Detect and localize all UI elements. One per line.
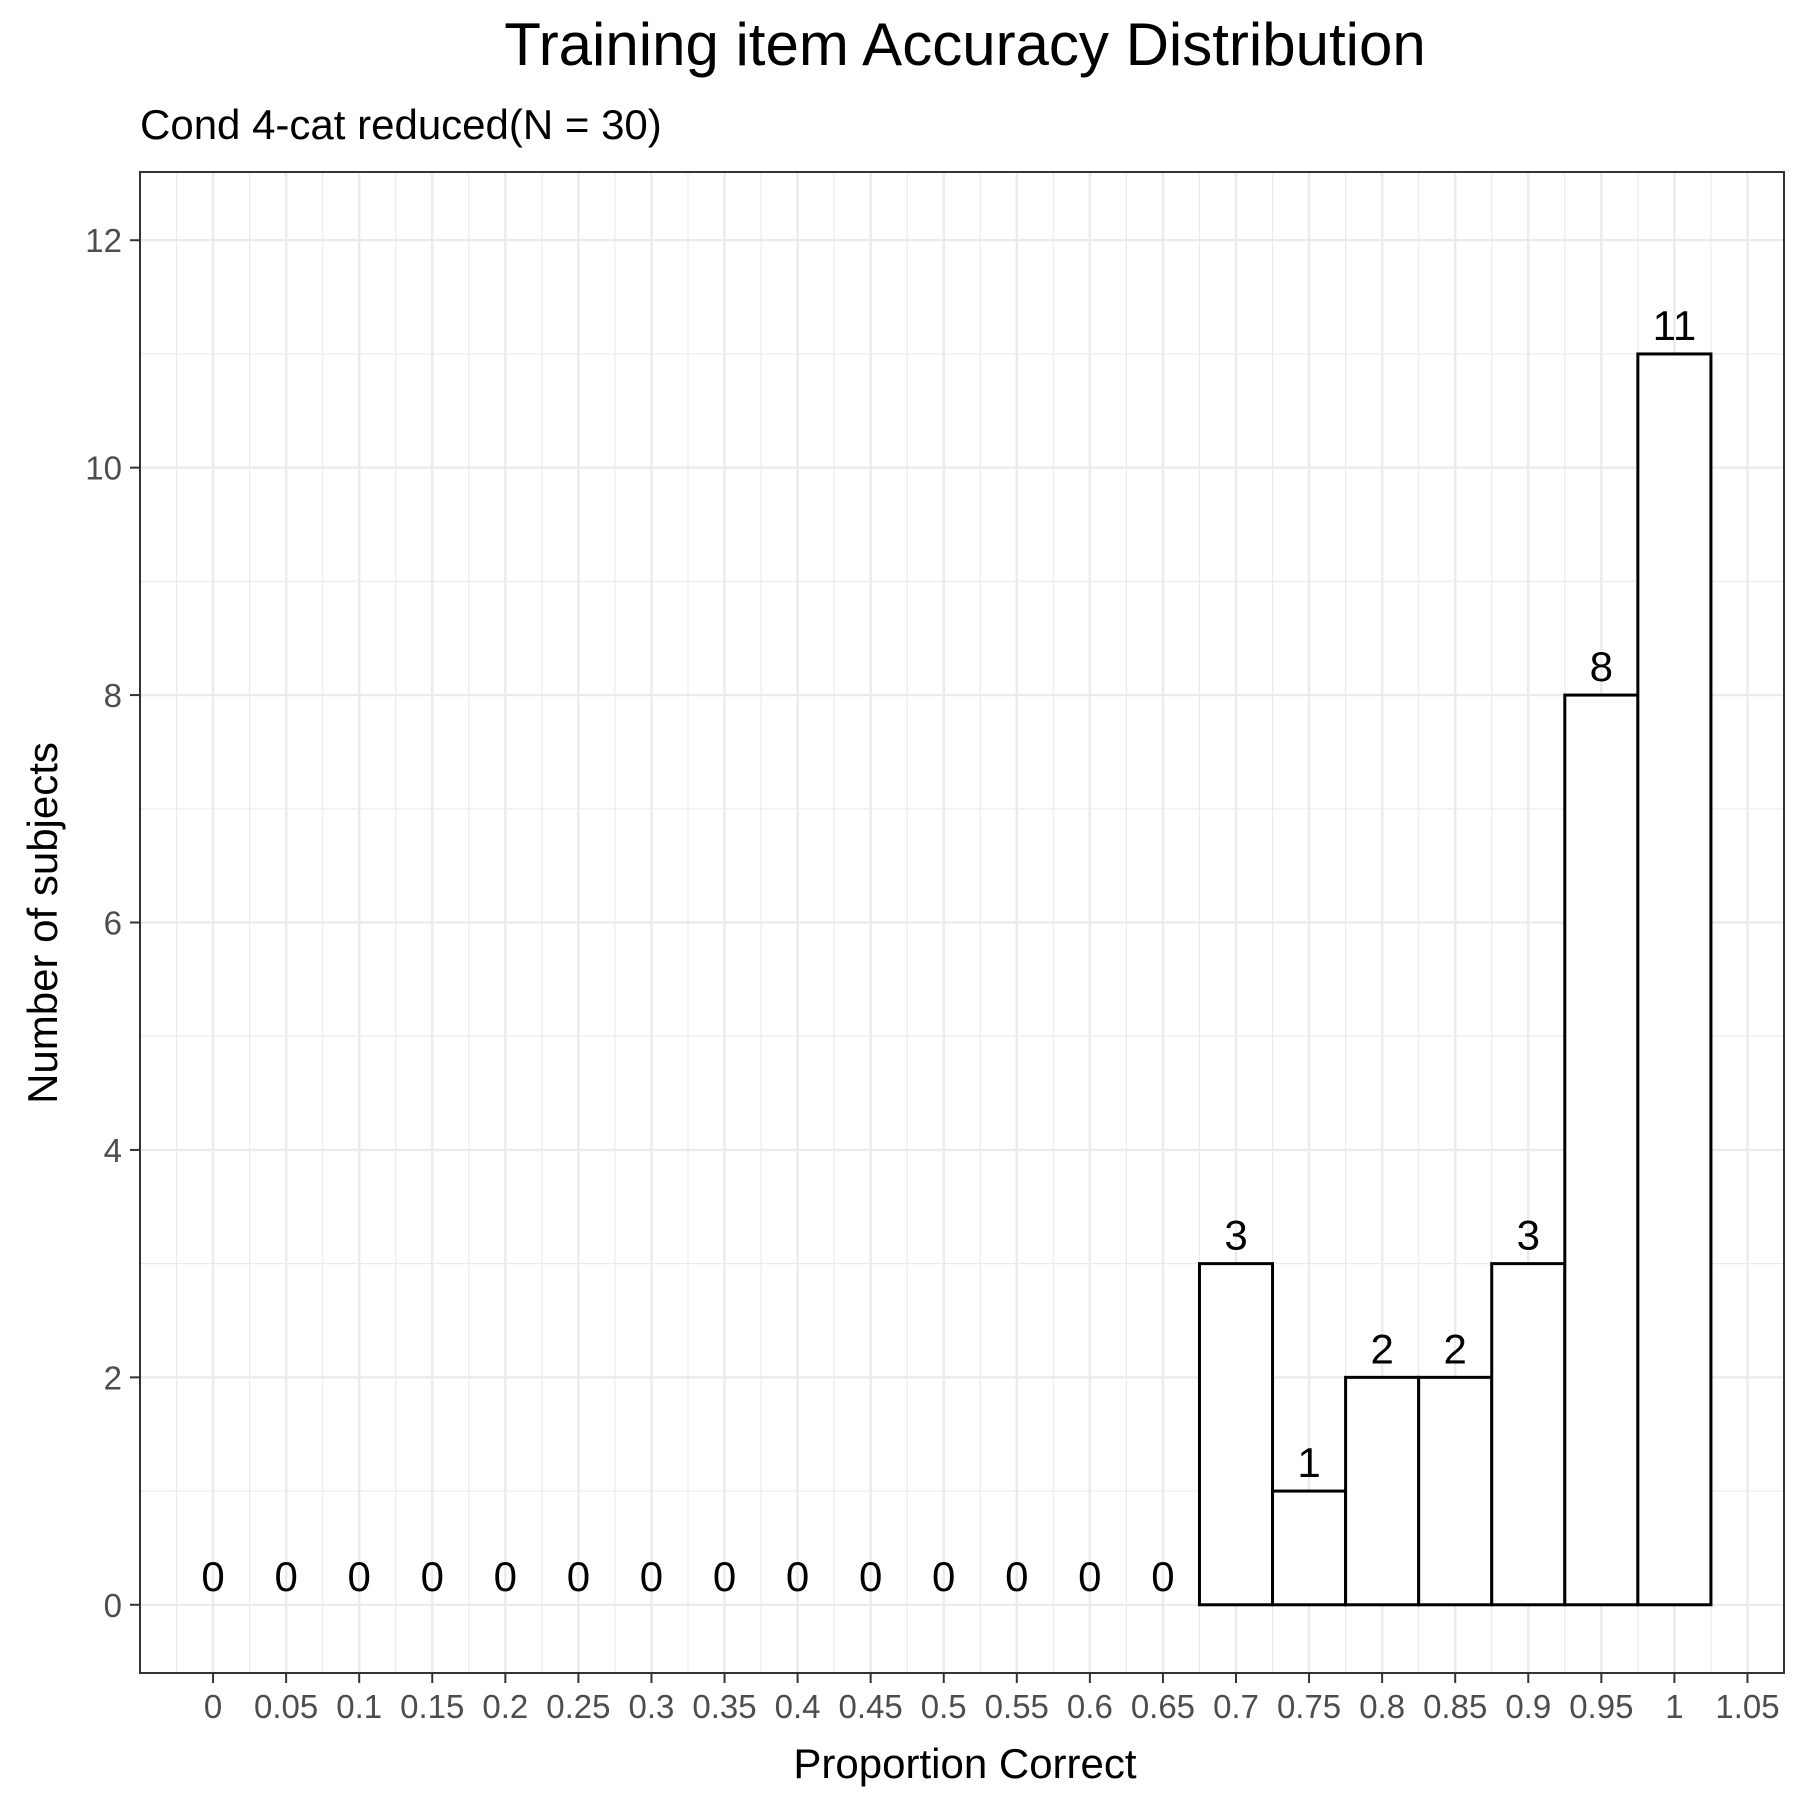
y-tick-label: 4 [104, 1132, 122, 1169]
x-tick-label: 1.05 [1715, 1688, 1779, 1725]
x-tick-label: 0.75 [1277, 1688, 1341, 1725]
bar-count-label: 2 [1370, 1325, 1393, 1372]
x-tick-label: 0.15 [400, 1688, 464, 1725]
bar-count-label: 0 [1078, 1553, 1101, 1600]
bars [1197, 352, 1713, 1607]
x-tick-label: 0.55 [985, 1688, 1049, 1725]
histogram-bar [1563, 693, 1640, 1607]
x-tick-label: 0.9 [1505, 1688, 1551, 1725]
y-tick-label: 12 [85, 222, 122, 259]
y-tick-label: 2 [104, 1359, 122, 1396]
bar-count-label: 0 [859, 1553, 882, 1600]
bar-count-label: 0 [201, 1553, 224, 1600]
x-tick-label: 0.05 [254, 1688, 318, 1725]
x-tick-label: 0.7 [1213, 1688, 1259, 1725]
bar-count-label: 0 [640, 1553, 663, 1600]
bar-count-label: 0 [932, 1553, 955, 1600]
histogram-bar [1344, 1375, 1421, 1607]
bar-count-label: 2 [1444, 1325, 1467, 1372]
x-tick-label: 0.95 [1569, 1688, 1633, 1725]
x-tick-label: 0.4 [775, 1688, 821, 1725]
bar-count-label: 0 [274, 1553, 297, 1600]
x-tick-label: 0.3 [629, 1688, 675, 1725]
histogram-bar [1636, 352, 1713, 1607]
x-tick-label: 1 [1665, 1688, 1683, 1725]
y-tick-label: 8 [104, 677, 122, 714]
x-tick-label: 0.25 [546, 1688, 610, 1725]
x-tick-label: 0.85 [1423, 1688, 1487, 1725]
bar-count-label: 8 [1590, 643, 1613, 690]
y-tick-label: 10 [85, 450, 122, 487]
x-tick-label: 0.1 [336, 1688, 382, 1725]
bar-count-label: 3 [1224, 1212, 1247, 1259]
x-tick-label: 0 [204, 1688, 222, 1725]
y-tick-label: 6 [104, 905, 122, 942]
histogram-bar [1271, 1489, 1348, 1607]
bar-count-label: 0 [713, 1553, 736, 1600]
bar-count-label: 3 [1517, 1212, 1540, 1259]
x-axis: 0 0.05 0.1 0.15 0.2 0.25 0.3 0.35 0.4 0.45 0.5 0.55… [204, 1673, 1780, 1725]
x-tick-label: 0.65 [1131, 1688, 1195, 1725]
bar-count-label: 0 [421, 1553, 444, 1600]
histogram-bar [1417, 1375, 1494, 1607]
y-axis-label: Number of subjects [19, 742, 66, 1104]
histogram-bar [1197, 1262, 1275, 1607]
chart-title: Training item Accuracy Distribution [504, 11, 1426, 78]
bar-count-label: 1 [1297, 1439, 1320, 1486]
bar-count-label: 0 [348, 1553, 371, 1600]
histogram-bar [1490, 1262, 1567, 1607]
chart-subtitle: Cond 4-cat reduced(N = 30) [140, 101, 662, 148]
x-tick-label: 0.8 [1359, 1688, 1405, 1725]
x-tick-label: 0.5 [921, 1688, 967, 1725]
x-tick-label: 0.6 [1067, 1688, 1113, 1725]
y-axis: 0 2 4 6 8 10 12 [85, 222, 140, 1624]
x-axis-label: Proportion Correct [793, 1740, 1136, 1787]
bar-count-label: 0 [494, 1553, 517, 1600]
bar-count-label: 0 [567, 1553, 590, 1600]
data-labels: 0 0 0 0 0 0 0 0 0 0 0 0 0 0 3 1 2 2 3 8 11 [201, 302, 1696, 1600]
bar-count-label: 0 [786, 1553, 809, 1600]
x-tick-label: 0.35 [692, 1688, 756, 1725]
x-tick-label: 0.2 [482, 1688, 528, 1725]
bar-count-label: 0 [1151, 1553, 1174, 1600]
y-tick-label: 0 [104, 1587, 122, 1624]
x-tick-label: 0.45 [839, 1688, 903, 1725]
bar-count-label: 0 [1005, 1553, 1028, 1600]
bar-count-label: 11 [1653, 302, 1697, 349]
